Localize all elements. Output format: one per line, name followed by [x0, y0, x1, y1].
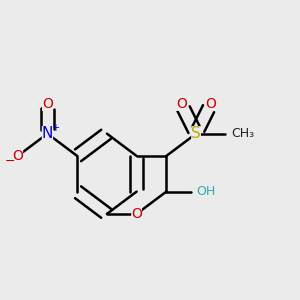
Text: +: + — [51, 123, 59, 133]
Text: OH: OH — [196, 185, 215, 198]
Text: O: O — [206, 97, 216, 111]
Text: N: N — [42, 126, 53, 141]
Text: −: − — [5, 155, 16, 168]
Text: O: O — [176, 97, 187, 111]
Text: O: O — [42, 97, 53, 111]
Text: CH₃: CH₃ — [232, 127, 255, 140]
Text: O: O — [12, 149, 23, 163]
Text: O: O — [131, 207, 142, 221]
Text: S: S — [191, 126, 201, 141]
